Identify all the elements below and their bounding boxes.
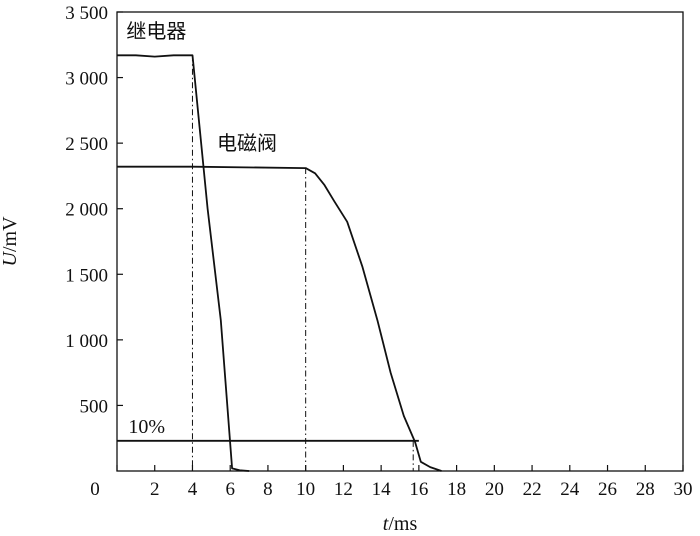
x-axis-unit: /ms <box>388 513 417 535</box>
x-tick-label: 14 <box>372 479 392 500</box>
y-tick-label: 500 <box>80 396 109 417</box>
x-tick-label: 6 <box>225 479 235 500</box>
x-tick-label: 12 <box>334 479 353 500</box>
x-axis-title: t/ms <box>383 513 418 535</box>
x-tick-label: 0 <box>90 479 100 500</box>
y-tick-label: 3 500 <box>65 3 108 24</box>
y-tick-label: 2 500 <box>65 134 108 155</box>
y-axis-var: U <box>0 251 21 267</box>
y-tick-label: 1 500 <box>65 265 108 286</box>
x-tick-label: 2 <box>150 479 160 500</box>
x-tick-label: 18 <box>447 479 466 500</box>
marker-lines <box>191 55 414 471</box>
x-tick-label: 16 <box>409 479 428 500</box>
x-tick-label: 8 <box>263 479 273 500</box>
x-tick-label: 4 <box>188 479 198 500</box>
x-tick-label: 24 <box>560 479 580 500</box>
x-axis: 0 2 4 6 8 10 12 14 16 18 20 22 24 26 28 30 <box>90 465 693 500</box>
y-axis: 500 1 000 1 500 2 000 2 500 3 000 3 500 <box>65 3 123 417</box>
y-axis-unit: /mV <box>0 216 21 252</box>
x-tick-label: 22 <box>523 479 542 500</box>
plot-frame <box>116 11 684 472</box>
x-tick-label: 20 <box>485 479 504 500</box>
plot-area <box>116 11 684 472</box>
series-label-relay: 继电器 <box>126 19 186 43</box>
threshold-label: 10% <box>128 416 165 438</box>
x-tick-label: 28 <box>636 479 655 500</box>
series-line-1 <box>117 165 442 472</box>
x-tick-label: 30 <box>674 479 693 500</box>
series-group <box>117 54 442 472</box>
x-tick-label: 10 <box>296 479 315 500</box>
x-axis-var: t <box>383 513 389 535</box>
series-line-0 <box>117 54 250 472</box>
y-tick-label: 1 000 <box>65 331 108 352</box>
y-axis-title: U/mV <box>0 216 21 267</box>
series-label-solenoid: 电磁阀 <box>217 131 277 155</box>
y-tick-label: 3 000 <box>65 69 108 90</box>
y-tick-label: 2 000 <box>65 200 108 221</box>
x-tick-label: 26 <box>598 479 617 500</box>
